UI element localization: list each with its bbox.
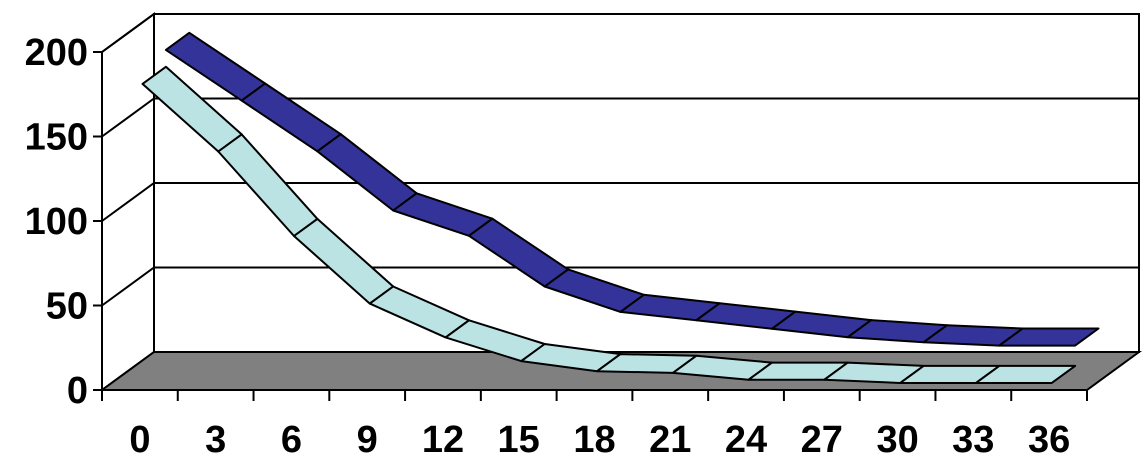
x-tick-label: 9 — [357, 419, 378, 456]
x-tick-label: 33 — [952, 419, 994, 456]
series-segment — [974, 364, 1077, 384]
x-tick-label: 6 — [281, 419, 302, 456]
x-tick-label: 30 — [876, 419, 918, 456]
series-segment — [998, 327, 1100, 347]
series-ribbon — [141, 65, 1077, 384]
y-tick-label: 100 — [25, 201, 88, 243]
gridline — [101, 97, 1139, 138]
x-tick-label: 21 — [649, 419, 691, 456]
x-tick-label: 15 — [498, 419, 540, 456]
gridline — [101, 266, 1139, 307]
series-ribbon — [164, 31, 1100, 347]
series-ribbons — [141, 31, 1100, 384]
x-axis-tick-labels: 0 3 6 9 12 15 18 21 24 27 30 33 36 — [129, 419, 1070, 456]
y-axis-tick-labels: 0 50 100 150 200 — [25, 32, 88, 412]
gridlines — [101, 13, 1139, 307]
x-tick-label: 12 — [422, 419, 464, 456]
x-tick-label: 24 — [725, 419, 767, 456]
y-tick-label: 0 — [67, 370, 88, 412]
y-tick-label: 150 — [25, 117, 88, 159]
y-tick-label: 50 — [46, 286, 88, 328]
x-tick-label: 18 — [573, 419, 615, 456]
y-tick-label: 200 — [25, 32, 88, 74]
axes — [93, 51, 1088, 401]
x-tick-label: 27 — [801, 419, 843, 456]
x-tick-label: 36 — [1028, 419, 1070, 456]
x-tick-label: 3 — [205, 419, 226, 456]
gridline — [101, 13, 1139, 53]
gridline — [101, 182, 1139, 222]
x-tick-label: 0 — [129, 419, 150, 456]
